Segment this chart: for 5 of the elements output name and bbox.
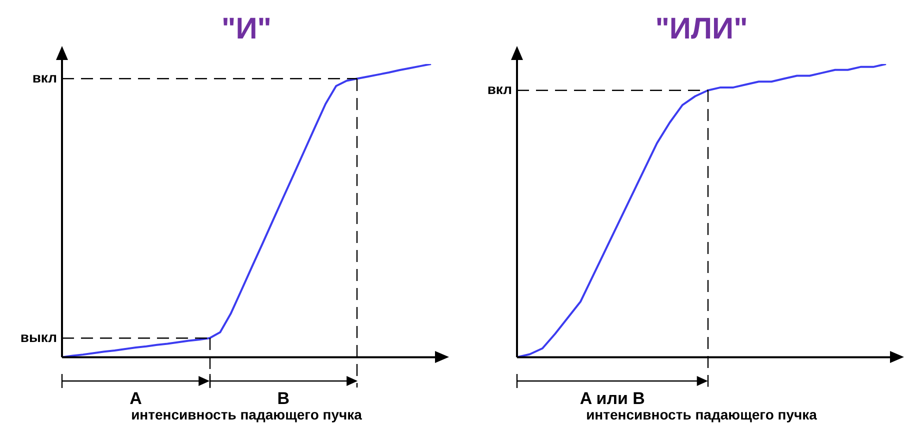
ref-line-label: вкл [32,70,57,86]
ref-line-label: вкл [487,81,512,98]
chart-title: "И" [221,12,272,46]
ref-line-label: выкл [20,329,57,345]
chart-title: "ИЛИ" [655,12,748,46]
